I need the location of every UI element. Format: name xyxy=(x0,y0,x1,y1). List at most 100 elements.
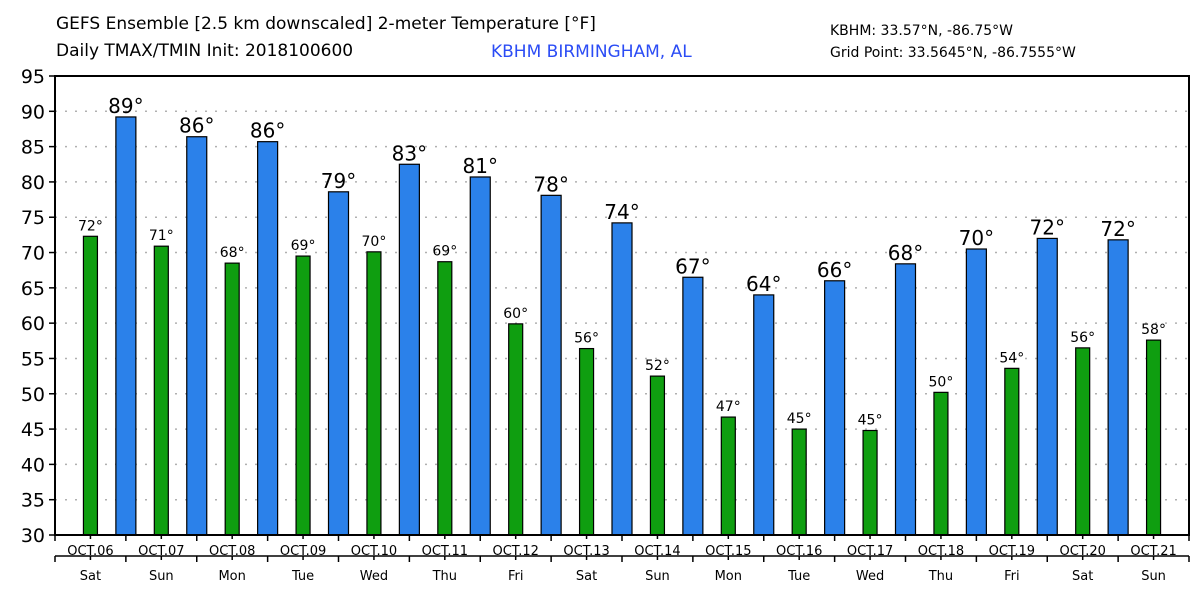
tmin-label: 60° xyxy=(503,306,528,322)
tmin-label: 69° xyxy=(291,238,316,254)
y-tick-label: 90 xyxy=(21,101,45,123)
tmin-label: 45° xyxy=(858,412,883,428)
x-date-label: OCT.19 xyxy=(989,544,1035,559)
y-tick-label: 80 xyxy=(21,172,45,194)
x-weekday-label: Wed xyxy=(856,569,884,584)
grid-point-coordinates: Grid Point: 33.5645°N, -86.7555°W xyxy=(830,45,1076,61)
y-tick-label: 85 xyxy=(21,137,45,159)
x-date-label: OCT.17 xyxy=(847,544,893,559)
tmin-bar xyxy=(1004,367,1020,536)
tmax-label: 86° xyxy=(179,114,214,138)
tmax-label: 83° xyxy=(392,141,427,165)
x-date-label: OCT.15 xyxy=(705,544,751,559)
x-weekday-label: Tue xyxy=(291,569,314,584)
tmin-bar xyxy=(933,391,949,536)
tmax-label: 72° xyxy=(1100,217,1135,241)
tmin-label: 71° xyxy=(149,228,174,244)
tmin-bar xyxy=(153,245,169,536)
bar-labels: 72° 71° 68° 69° 70° 69° 60° 56° 52° 47° 45° 45° 50° 5… xyxy=(78,94,1166,429)
y-tick-label: 70 xyxy=(21,243,45,265)
tmax-label: 72° xyxy=(1030,215,1065,239)
tmax-label: 68° xyxy=(888,241,923,265)
tmin-bar xyxy=(366,251,382,536)
x-date-label: OCT.20 xyxy=(1059,544,1105,559)
tmax-label: 67° xyxy=(675,254,710,278)
tmin-label: 56° xyxy=(1070,330,1095,346)
x-date-label: OCT.14 xyxy=(634,544,680,559)
tmax-bar xyxy=(327,191,350,536)
x-weekday-label: Mon xyxy=(715,569,742,584)
chart-title: GEFS Ensemble [2.5 km downscaled] 2-mete… xyxy=(56,14,596,34)
tmax-bar xyxy=(469,176,491,536)
tmin-bar xyxy=(720,416,736,536)
tmin-label: 50° xyxy=(929,374,954,390)
tmin-bar xyxy=(508,323,524,536)
tmax-bar xyxy=(824,280,846,536)
x-date-label: OCT.08 xyxy=(209,544,255,559)
x-weekday-label: Sat xyxy=(576,569,597,584)
y-tick-label: 55 xyxy=(21,348,45,370)
tmax-label: 78° xyxy=(533,172,568,196)
x-date-label: OCT.07 xyxy=(138,544,184,559)
y-tick-label: 35 xyxy=(21,490,45,512)
station-name: KBHM BIRMINGHAM, AL xyxy=(491,42,692,62)
tmin-label: 56° xyxy=(574,331,599,347)
tmin-label: 54° xyxy=(999,350,1024,366)
y-tick-label: 60 xyxy=(21,313,45,335)
tmax-bar xyxy=(894,263,917,536)
tmin-label: 72° xyxy=(78,218,103,234)
tmax-label: 74° xyxy=(604,200,639,224)
y-tick-label: 30 xyxy=(21,525,45,547)
tmax-label: 81° xyxy=(463,154,498,178)
x-weekday-label: Wed xyxy=(360,569,388,584)
tmax-bar xyxy=(753,294,775,536)
x-weekday-label: Sat xyxy=(80,569,101,584)
tmin-bar xyxy=(1075,347,1091,536)
tmax-bar xyxy=(186,136,208,536)
x-date-label: OCT.09 xyxy=(280,544,326,559)
x-weekday-label: Fri xyxy=(1004,569,1020,584)
y-tick-label: 50 xyxy=(21,384,45,406)
tmax-bar xyxy=(257,141,279,536)
x-date-label: OCT.10 xyxy=(351,544,397,559)
tmax-bar xyxy=(682,276,704,536)
tmin-bar xyxy=(1145,339,1162,536)
x-axis: OCT.06 Sat OCT.07 Sun OCT.08 Mon OCT.09 Tue OCT.… xyxy=(54,535,1190,584)
tmin-label: 70° xyxy=(362,234,387,250)
tmin-bar xyxy=(791,428,807,536)
tmin-bar xyxy=(649,375,666,536)
station-coordinates: KBHM: 33.57°N, -86.75°W xyxy=(830,23,1013,39)
y-tick-label: 75 xyxy=(21,207,45,229)
x-weekday-label: Sun xyxy=(149,569,174,584)
tmax-bar xyxy=(1107,239,1129,536)
tmin-label: 45° xyxy=(787,411,812,427)
tmin-bar xyxy=(437,261,453,536)
y-axis: 30 35 40 45 50 55 60 65 70 75 80 85 90 95 xyxy=(21,66,55,547)
tmax-label: 89° xyxy=(108,94,143,118)
tmax-label: 64° xyxy=(746,272,781,296)
x-weekday-label: Mon xyxy=(218,569,245,584)
tmin-bar xyxy=(578,347,595,536)
bars xyxy=(82,116,1162,536)
y-tick-label: 40 xyxy=(21,454,45,476)
tmax-label: 86° xyxy=(250,119,285,143)
x-weekday-label: Tue xyxy=(787,569,810,584)
y-tick-label: 65 xyxy=(21,278,45,300)
tmin-label: 52° xyxy=(645,358,670,374)
tmax-label: 66° xyxy=(817,258,852,282)
tmin-label: 68° xyxy=(220,245,245,261)
tmax-label: 79° xyxy=(321,169,356,193)
y-tick-label: 45 xyxy=(21,419,45,441)
x-date-label: OCT.06 xyxy=(67,544,113,559)
x-date-label: OCT.13 xyxy=(563,544,609,559)
x-weekday-label: Sun xyxy=(1141,569,1166,584)
tmin-bar xyxy=(82,235,99,536)
tmin-bar xyxy=(862,429,878,536)
x-weekday-label: Sat xyxy=(1072,569,1093,584)
tmax-bar xyxy=(1036,237,1058,536)
tmin-bar xyxy=(295,255,311,536)
x-date-label: OCT.16 xyxy=(776,544,822,559)
x-weekday-label: Fri xyxy=(508,569,524,584)
tmin-label: 47° xyxy=(716,399,741,415)
